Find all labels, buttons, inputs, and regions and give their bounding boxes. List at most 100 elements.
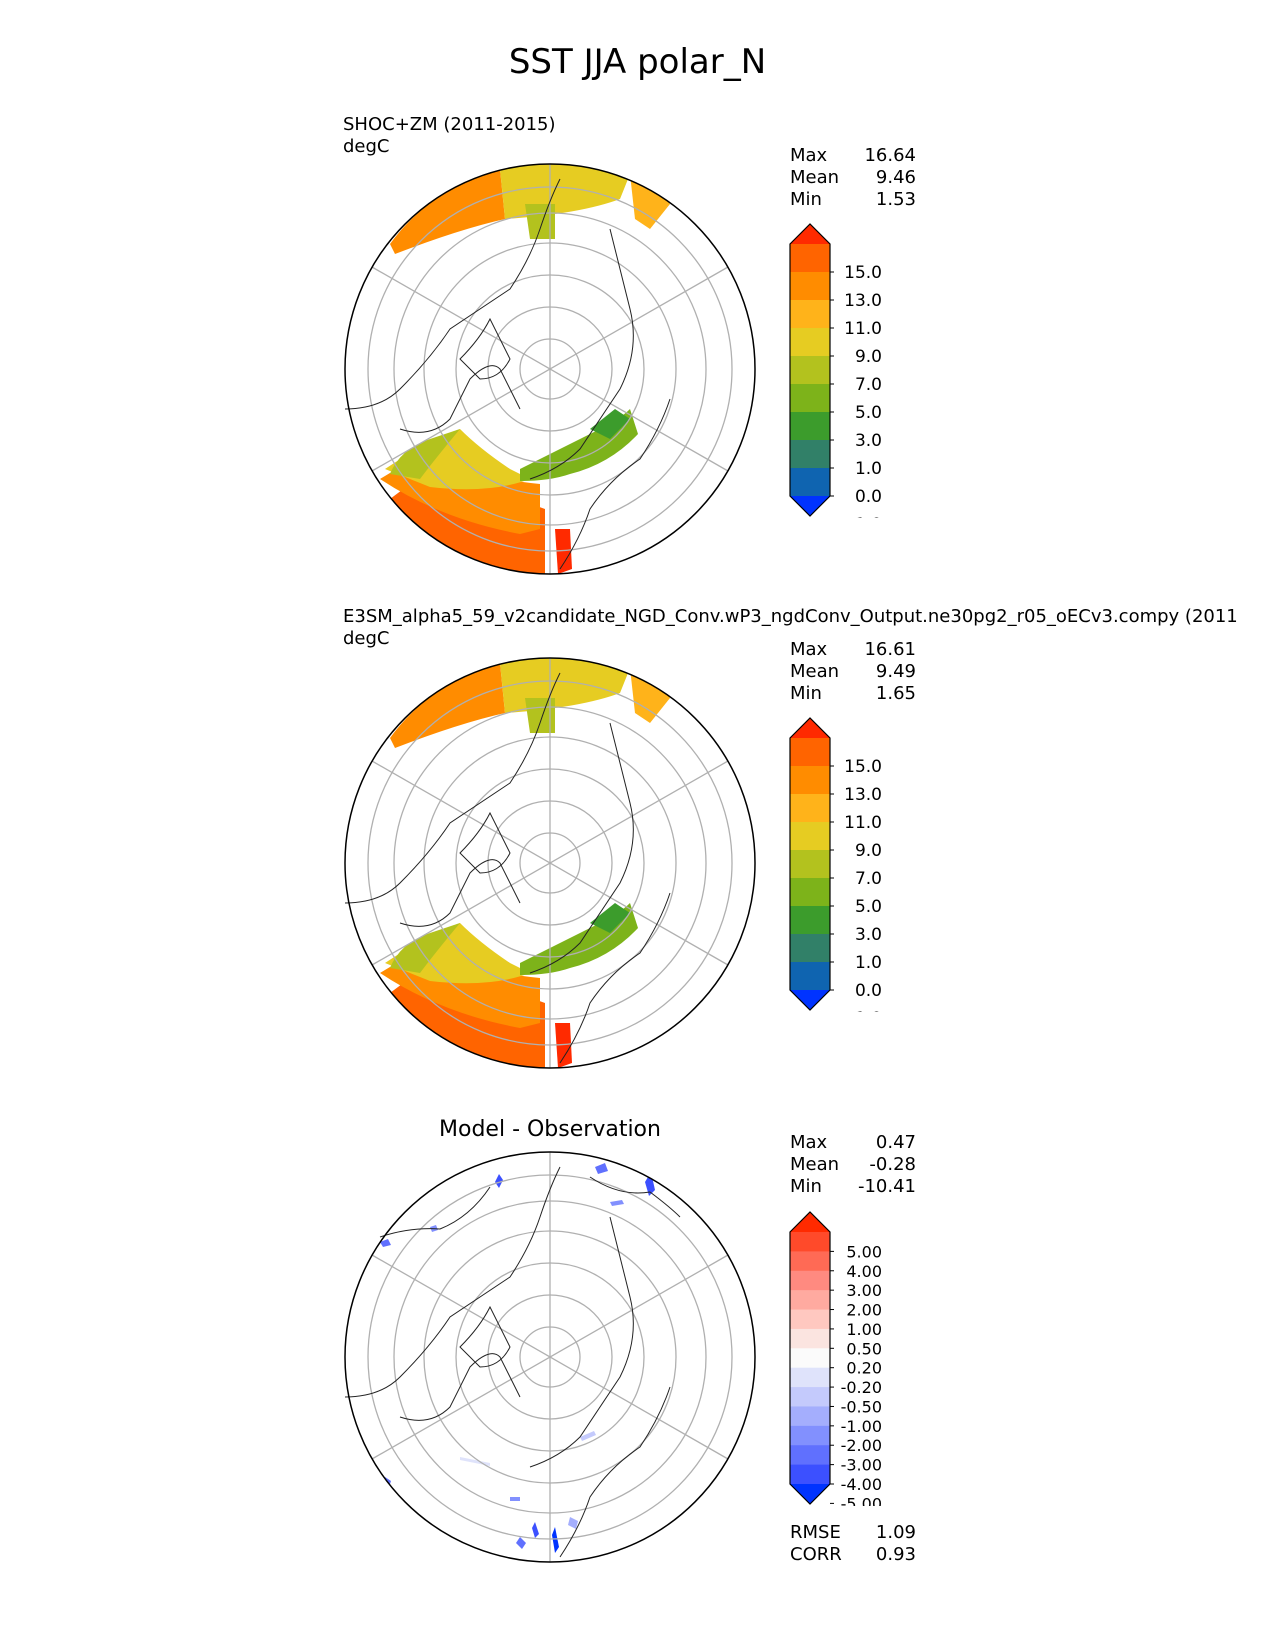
colorbar-tick-label: 0.20 (846, 1359, 882, 1378)
colorbar-band (790, 1464, 830, 1485)
colorbar-tick-label: -4.00 (841, 1475, 882, 1494)
stat-label: RMSE (790, 1522, 841, 1543)
figure-title: SST JJA polar_N (508, 42, 767, 82)
colorbar-band (790, 384, 830, 413)
panel-2-name: E3SM_alpha5_59_v2candidate_NGD_Conv.wP3_… (343, 606, 1238, 627)
colorbar-tick-label: 9.0 (855, 841, 882, 861)
colorbar-tick-label: 11.0 (844, 813, 882, 833)
panel-1-name: SHOC+ZM (2011-2015) (343, 114, 556, 135)
colorbar-tick-label: 2.00 (846, 1301, 882, 1320)
colorbar-band (790, 906, 830, 935)
colorbar-band (790, 934, 830, 963)
colorbar-band (790, 356, 830, 385)
colorbar-band (790, 1232, 830, 1252)
panel-2-stats: Max 16.61 Mean 9.49 Min 1.65 (790, 639, 916, 705)
meridian-lines (371, 1152, 729, 1562)
stat-value: 1.09 (875, 1522, 916, 1543)
colorbar-band (790, 794, 830, 823)
stat-label: Max (790, 639, 828, 660)
colorbar-band (790, 1251, 830, 1272)
colorbar-tick-label: 1.0 (855, 953, 882, 973)
colorbar-band (790, 822, 830, 851)
colorbar-tick-label: 4.00 (846, 1262, 882, 1281)
colorbar-extend-max (790, 224, 830, 244)
stat-value: 16.61 (864, 639, 916, 660)
map-boundary (344, 163, 756, 575)
sst-region-pacific-left (390, 169, 505, 254)
colorbar-band (790, 878, 830, 907)
coastlines (344, 1166, 681, 1558)
stat-value: 1.65 (875, 683, 916, 704)
colorbar-band (790, 1328, 830, 1349)
sst-region-pacific-right (630, 174, 670, 229)
stat-label: Max (790, 145, 828, 166)
colorbar-tick-label: -1.0 (849, 1009, 882, 1012)
colorbar-tick-label: 13.0 (844, 291, 882, 311)
colorbar-extend-max (790, 718, 830, 738)
stat-label: Min (790, 1176, 822, 1197)
map-boundary (344, 657, 756, 1069)
colorbar-tick-label: 9.0 (855, 347, 882, 367)
stat-label: Min (790, 683, 822, 704)
panel-2-units: degC (343, 628, 390, 649)
colorbar-extend-max (790, 1212, 830, 1232)
colorbar-band (790, 412, 830, 441)
sst-region-pacific-right (630, 668, 670, 723)
panel-1-polar-map (344, 163, 756, 575)
colorbar-tick-label: 0.0 (855, 487, 882, 507)
colorbar-extend-min (790, 990, 830, 1010)
colorbar-tick-label: 7.0 (855, 869, 882, 889)
stat-value: 0.93 (875, 1544, 916, 1565)
colorbar-tick-label: 13.0 (844, 785, 882, 805)
panel-3-difference-map (344, 1151, 756, 1563)
stat-label: Mean (790, 661, 840, 682)
colorbar-band (790, 328, 830, 357)
colorbar-tick-label: 7.0 (855, 375, 882, 395)
colorbar-extend-min (790, 1484, 830, 1504)
colorbar-band (790, 1367, 830, 1388)
panel-2-colorbar: 15.0 13.0 11.0 9.0 7.0 5.0 3.0 1.0 0.0 -1.0 (789, 717, 882, 1012)
meridian-lines (371, 164, 729, 574)
colorbar-band (790, 244, 830, 273)
stat-value: 16.64 (864, 145, 916, 166)
colorbar-band (790, 1387, 830, 1407)
panel-1-stats: Max 16.64 Mean 9.46 Min 1.53 (790, 145, 916, 211)
panel-2-title: E3SM_alpha5_59_v2candidate_NGD_Conv.wP3_… (343, 606, 1238, 650)
difference-speckles (380, 1163, 655, 1553)
colorbar-band (790, 1309, 830, 1330)
panel-2-polar-map (344, 657, 756, 1069)
colorbar-tick-label: 11.0 (844, 319, 882, 339)
coastlines (344, 178, 671, 570)
colorbar-tick-label: 1.00 (846, 1320, 882, 1339)
sst-region-norway-coast (555, 529, 572, 574)
stat-value: 1.53 (875, 189, 916, 210)
colorbar-band (790, 1406, 830, 1427)
sst-region-norway-coast (555, 1023, 572, 1068)
stat-value: 9.46 (875, 167, 916, 188)
sst-region-kara (590, 409, 630, 439)
colorbar-band (790, 766, 830, 795)
colorbar-band (790, 1270, 830, 1291)
colorbar-tick-label: 3.0 (855, 925, 882, 945)
colorbar-band (790, 300, 830, 329)
coastlines (344, 672, 671, 1064)
stat-label: Max (790, 1132, 828, 1153)
colorbar-band (790, 272, 830, 301)
stat-label: Mean (790, 1154, 840, 1175)
panel-1-title: SHOC+ZM (2011-2015) degC (343, 114, 556, 158)
panel-3-error-stats: RMSE 1.09 CORR 0.93 (790, 1522, 916, 1566)
colorbar-tick-label: 5.0 (855, 403, 882, 423)
panel-1-units: degC (343, 136, 390, 157)
colorbar-band (790, 1290, 830, 1311)
panel-3-title: Model - Observation (439, 1117, 661, 1142)
colorbar-band (790, 1348, 830, 1369)
colorbar-extend-min (790, 496, 830, 516)
colorbar-band (790, 738, 830, 767)
colorbar-tick-label: 5.00 (846, 1242, 882, 1261)
stat-label: Mean (790, 167, 840, 188)
sst-region-kara (590, 903, 630, 933)
stat-label: Min (790, 189, 822, 210)
meridian-lines (371, 658, 729, 1068)
stat-value: 0.47 (875, 1132, 916, 1153)
colorbar-band (790, 1425, 830, 1446)
